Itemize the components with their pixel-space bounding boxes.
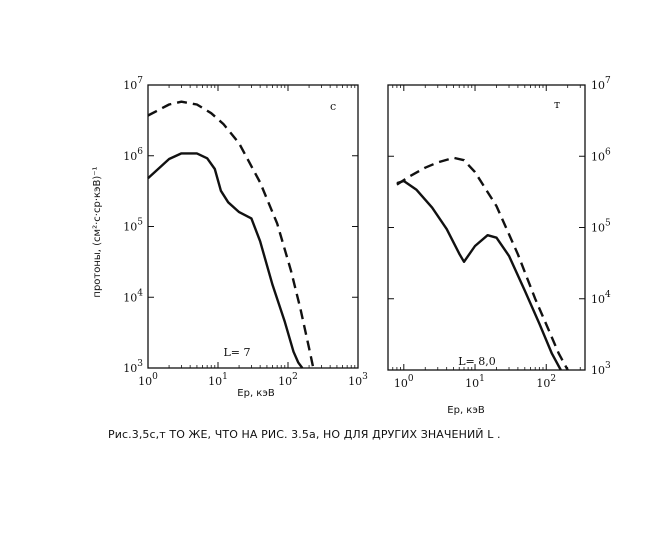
panel-letter: c (330, 100, 336, 113)
plot-frame (147, 84, 359, 369)
y-tick-label: 104 (591, 290, 611, 306)
dashed-series-line (147, 100, 315, 369)
x-tick-label: 101 (465, 374, 485, 390)
dashed-series-line (396, 156, 569, 371)
y-tick-label: 107 (591, 76, 611, 92)
panel-letter: т (554, 98, 560, 111)
x-tick-label: 100 (138, 372, 158, 388)
chart-panel-t: 100 101 102 103 104 105 106 107 т L= 8,0 Ep, кэВ (387, 76, 611, 416)
plot-frame (387, 84, 586, 371)
chart-panel-c: 100 101 102 103 103 104 105 106 107 c L= 7 Ep, кэВ (123, 76, 368, 399)
y-tick-label: 106 (123, 147, 143, 163)
x-tick-label: 100 (394, 374, 414, 390)
y-tick-label: 107 (123, 76, 143, 92)
l-value-annotation: L= 7 (223, 346, 250, 359)
x-tick-label: 103 (348, 372, 368, 388)
y-tick-label: 104 (123, 288, 143, 304)
x-axis-label: Ep, кэВ (447, 405, 485, 416)
solid-series-line (396, 179, 562, 371)
y-tick-label: 103 (123, 359, 143, 375)
x-axis-label: Ep, кэВ (237, 388, 275, 399)
y-tick-label: 106 (591, 147, 611, 163)
l-value-annotation: L= 8,0 (458, 355, 496, 368)
y-tick-label: 105 (123, 218, 143, 234)
figure-caption: Рис.3,5с,т ТО ЖЕ, ЧТО НА РИС. 3.5а, НО Д… (108, 428, 501, 441)
x-tick-label: 102 (536, 374, 556, 390)
x-tick-label: 101 (208, 372, 228, 388)
y-tick-label: 103 (591, 361, 611, 377)
y-tick-label: 105 (591, 219, 611, 235)
x-tick-label: 102 (278, 372, 298, 388)
solid-series-line (147, 152, 304, 369)
y-axis-label: протоны, (см²·с·ср·кэВ)⁻¹ (92, 166, 103, 297)
